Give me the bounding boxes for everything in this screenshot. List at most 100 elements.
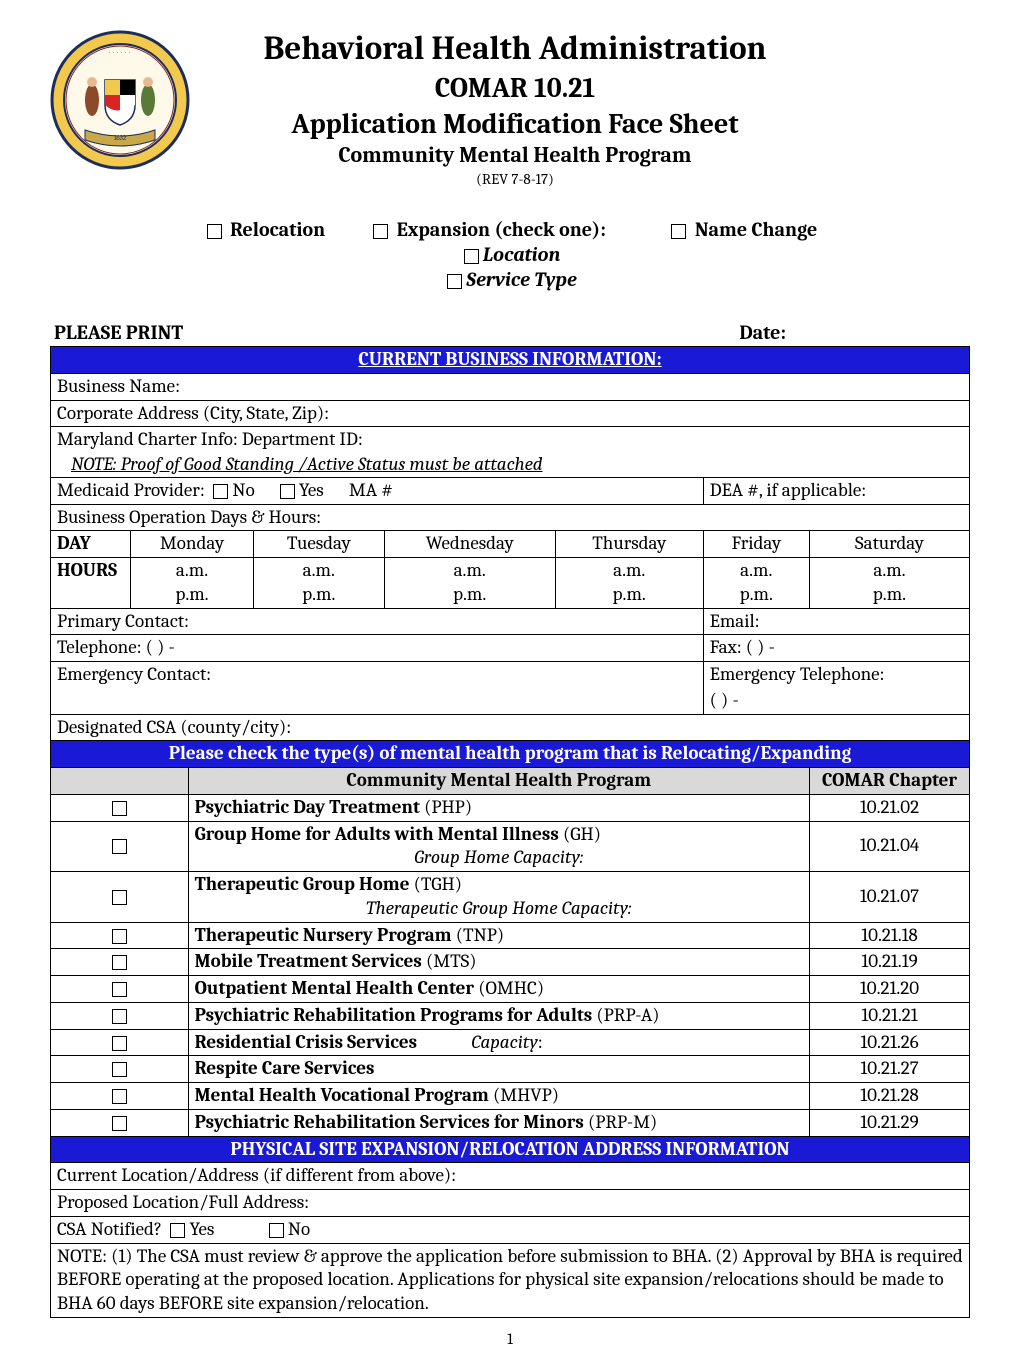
current-location-field[interactable]: Current Location/Address (if different f… [51,1163,970,1190]
mhvp-name: Mental Health Vocational Program (MHVP) [188,1083,809,1110]
date-label: Date: [739,321,966,344]
respite-chapter: 10.21.27 [810,1056,970,1083]
program-header-blank [51,768,189,795]
rcs-chapter: 10.21.26 [810,1029,970,1056]
medicaid-provider-row: Medicaid Provider: No Yes MA # [51,477,704,504]
email-field[interactable]: Email: [703,608,969,635]
name-change-label: Name Change [695,218,818,241]
page-number: 1 [50,1330,970,1348]
page-title-2: COMAR 10.21 [200,72,830,104]
mts-chapter: 10.21.19 [810,949,970,976]
ma-number-label: MA # [349,479,393,501]
svg-text:· · · · · ·: · · · · · · [109,49,130,56]
section-current-business: CURRENT BUSINESS INFORMATION: [51,347,970,374]
day-saturday: Saturday [810,531,970,558]
relocation-label: Relocation [230,218,325,241]
csa-notified-yes-checkbox[interactable] [170,1223,185,1238]
prpa-chapter: 10.21.21 [810,1002,970,1029]
prpm-name: Psychiatric Rehabilitation Services for … [188,1109,809,1136]
day-wednesday: Wednesday [384,531,555,558]
prpm-checkbox[interactable] [112,1116,127,1131]
telephone-field[interactable]: Telephone: ( ) - [51,635,704,662]
relocation-checkbox[interactable] [207,224,222,239]
service-type-label: Service Type [466,268,576,291]
please-print-label: PLEASE PRINT [54,321,183,344]
medicaid-yes-checkbox[interactable] [280,484,295,499]
hours-saturday[interactable]: a.m.p.m. [810,558,970,609]
location-label: Location [483,243,561,266]
maryland-seal: 1632 · · · · · · [50,30,190,170]
business-hours-label: Business Operation Days & Hours: [51,504,970,531]
mts-name: Mobile Treatment Services (MTS) [188,949,809,976]
omhc-chapter: 10.21.20 [810,976,970,1003]
good-standing-note: NOTE: Proof of Good Standing /Active Sta… [51,453,969,477]
php-name: Psychiatric Day Treatment (PHP) [188,794,809,821]
expansion-label: Expansion (check one): [397,218,606,241]
service-type-checkbox[interactable] [447,274,462,289]
program-header-program: Community Mental Health Program [188,768,809,795]
tnp-checkbox[interactable] [112,929,127,944]
mts-checkbox[interactable] [112,955,127,970]
gh-chapter: 10.21.04 [810,821,970,872]
medicaid-no-label: No [232,479,254,501]
medicaid-yes-label: Yes [299,479,324,501]
csa-notified-yes-label: Yes [190,1218,215,1240]
charter-info-field[interactable]: Maryland Charter Info: Department ID: [51,427,969,453]
gh-checkbox[interactable] [112,839,127,854]
csa-notified-no-label: No [288,1218,310,1240]
emergency-telephone-label: Emergency Telephone: [703,662,969,688]
hours-thursday[interactable]: a.m.p.m. [555,558,703,609]
day-thursday: Thursday [555,531,703,558]
day-monday: Monday [131,531,254,558]
revision-label: (REV 7-8-17) [200,170,830,188]
tgh-name: Therapeutic Group Home (TGH) Therapeutic… [188,872,809,923]
php-checkbox[interactable] [112,801,127,816]
hours-tuesday[interactable]: a.m.p.m. [254,558,384,609]
tgh-chapter: 10.21.07 [810,872,970,923]
respite-name: Respite Care Services [188,1056,809,1083]
prpa-checkbox[interactable] [112,1009,127,1024]
hours-monday[interactable]: a.m.p.m. [131,558,254,609]
business-name-field[interactable]: Business Name: [51,373,970,400]
physical-note: NOTE: (1) The CSA must review & approve … [51,1243,970,1317]
page-title-1: Behavioral Health Administration [200,30,830,68]
location-checkbox[interactable] [464,249,479,264]
page-title-3: Application Modification Face Sheet [200,108,830,140]
omhc-name: Outpatient Mental Health Center (OMHC) [188,976,809,1003]
rcs-checkbox[interactable] [112,1036,127,1051]
day-header: DAY [51,531,131,558]
rcs-name: Residential Crisis Services Capacity: [188,1029,809,1056]
section-physical-site: PHYSICAL SITE EXPANSION/RELOCATION ADDRE… [51,1136,970,1163]
php-chapter: 10.21.02 [810,794,970,821]
medicaid-no-checkbox[interactable] [213,484,228,499]
hours-friday[interactable]: a.m.p.m. [703,558,809,609]
corporate-address-field[interactable]: Corporate Address (City, State, Zip): [51,400,970,427]
page-title-4: Community Mental Health Program [200,142,830,168]
proposed-location-field[interactable]: Proposed Location/Full Address: [51,1190,970,1217]
prpa-name: Psychiatric Rehabilitation Programs for … [188,1002,809,1029]
csa-notified-label: CSA Notified? [57,1218,162,1240]
csa-notified-row: CSA Notified? Yes No [51,1216,970,1243]
gh-name: Group Home for Adults with Mental Illnes… [188,821,809,872]
primary-contact-field[interactable]: Primary Contact: [51,608,704,635]
expansion-checkbox[interactable] [373,224,388,239]
svg-text:1632: 1632 [114,134,127,142]
medicaid-provider-label: Medicaid Provider: [57,479,205,501]
emergency-telephone-field[interactable]: ( ) - [703,688,969,714]
tnp-chapter: 10.21.18 [810,922,970,949]
respite-checkbox[interactable] [112,1062,127,1077]
tgh-checkbox[interactable] [112,890,127,905]
mhvp-checkbox[interactable] [112,1089,127,1104]
tnp-name: Therapeutic Nursery Program (TNP) [188,922,809,949]
omhc-checkbox[interactable] [112,982,127,997]
emergency-contact-field[interactable]: Emergency Contact: [51,662,704,715]
name-change-checkbox[interactable] [671,224,686,239]
csa-field[interactable]: Designated CSA (county/city): [51,714,970,741]
day-friday: Friday [703,531,809,558]
csa-notified-no-checkbox[interactable] [269,1223,284,1238]
section-program-check: Please check the type(s) of mental healt… [51,741,970,768]
dea-field[interactable]: DEA #, if applicable: [703,477,969,504]
fax-field[interactable]: Fax: ( ) - [703,635,969,662]
mhvp-chapter: 10.21.28 [810,1083,970,1110]
hours-wednesday[interactable]: a.m.p.m. [384,558,555,609]
